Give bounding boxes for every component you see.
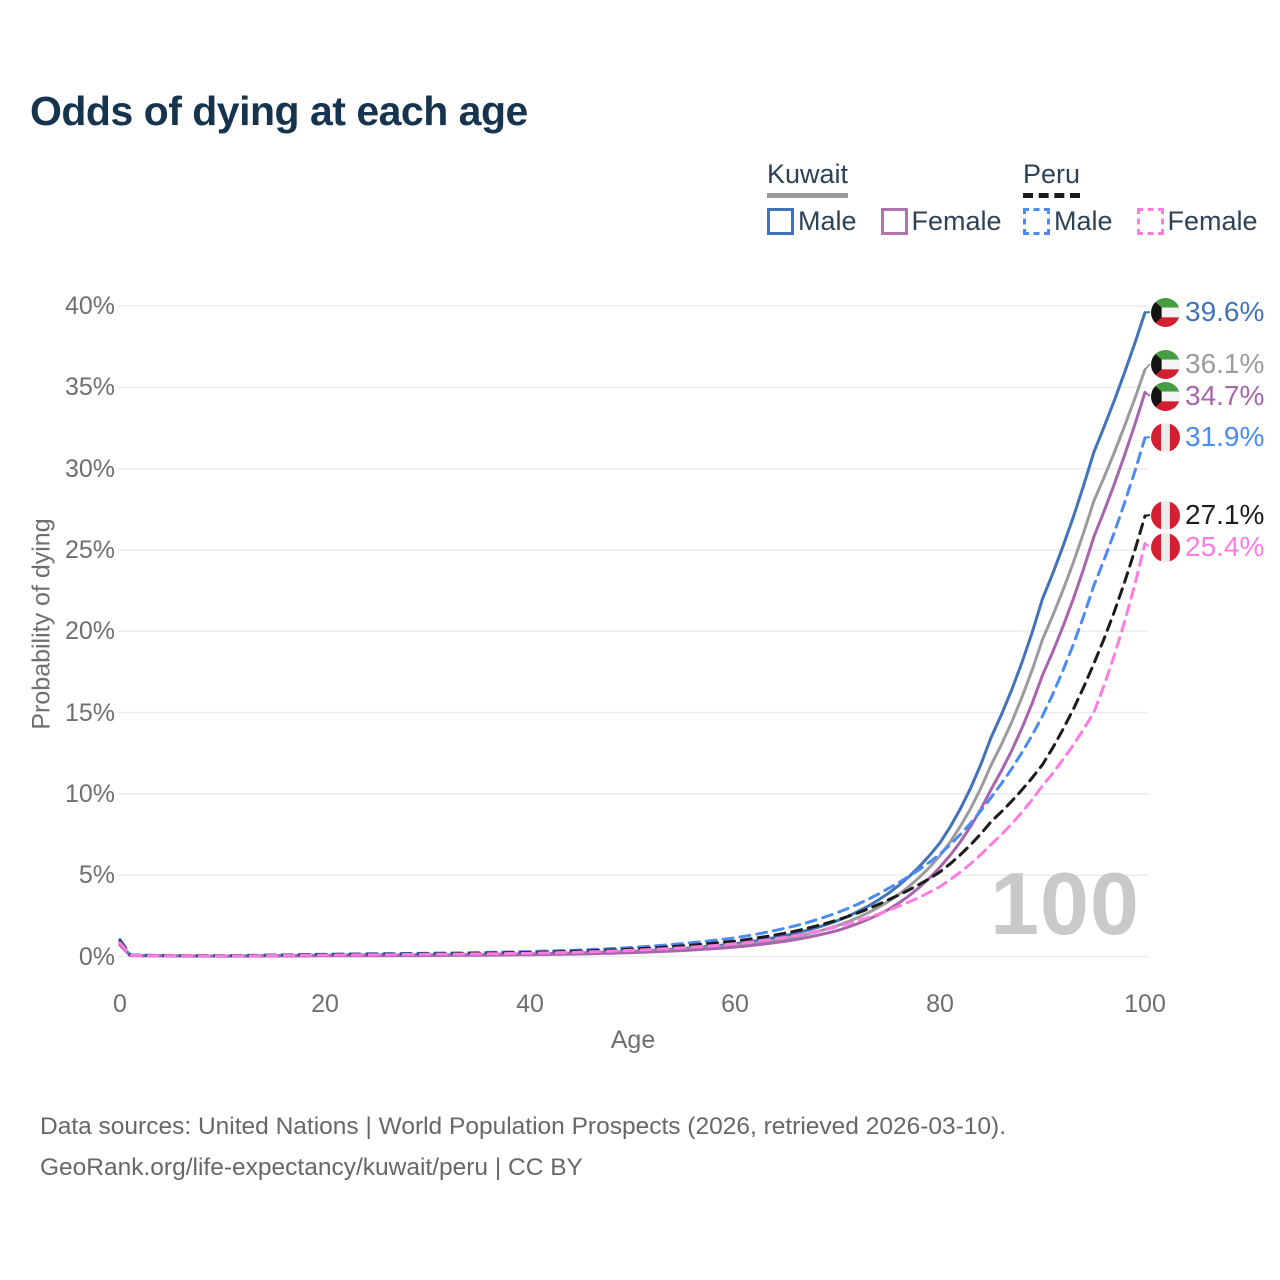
- y-tick-30: 30%: [64, 454, 115, 483]
- legend-group-kuwait: Kuwait Male Female: [767, 160, 1002, 235]
- end-label-peru-male: 31.9%: [1151, 421, 1265, 452]
- legend-country-peru[interactable]: Peru: [1023, 160, 1081, 198]
- peru-flag-icon: [1151, 500, 1180, 530]
- legend-country-kuwait[interactable]: Kuwait: [767, 160, 849, 198]
- end-label-leader: [1144, 391, 1151, 397]
- end-label-kuwait-both: 36.1%: [1151, 348, 1265, 379]
- peru-flag-icon: [1151, 532, 1180, 562]
- kuwait-flag-icon: [1151, 297, 1180, 327]
- footer-data-sources: Data sources: United Nations | World Pop…: [40, 1113, 1007, 1140]
- legend-toggle-peru-female[interactable]: Female: [1136, 206, 1258, 236]
- y-tick-15: 15%: [64, 698, 115, 727]
- x-tick-0: 0: [113, 990, 127, 1018]
- page-title: Odds of dying at each age: [30, 88, 528, 134]
- x-tick-80: 80: [926, 990, 954, 1018]
- end-label-leader: [1144, 542, 1151, 548]
- x-tick-40: 40: [516, 990, 544, 1018]
- end-label-kuwait-female: 34.7%: [1151, 380, 1265, 411]
- kuwait-flag-icon: [1151, 381, 1180, 411]
- legend-label: Male: [1054, 206, 1113, 236]
- y-tick-20: 20%: [64, 617, 115, 646]
- legend-checkbox-kuwait-female[interactable]: [880, 207, 908, 235]
- legend-toggle-kuwait-female[interactable]: Female: [880, 206, 1002, 236]
- legend-checkbox-kuwait-male[interactable]: [767, 207, 794, 235]
- legend-checkbox-peru-female[interactable]: [1136, 207, 1164, 235]
- legend-checkbox-peru-male[interactable]: [1023, 207, 1050, 235]
- end-label-leader: [1144, 311, 1151, 314]
- y-axis-title: Probability of dying: [27, 518, 56, 730]
- y-tick-5: 5%: [78, 861, 115, 890]
- end-label-peru-female: 25.4%: [1151, 531, 1265, 562]
- end-label-leader: [1144, 514, 1151, 517]
- y-tick-35: 35%: [64, 373, 115, 402]
- y-tick-10: 10%: [64, 779, 115, 808]
- x-tick-60: 60: [721, 990, 749, 1018]
- series-line-peru-female: [118, 542, 1147, 958]
- end-label-value: 36.1%: [1185, 348, 1265, 379]
- x-axis-title: Age: [610, 1026, 656, 1054]
- end-label-kuwait-male: 39.6%: [1151, 296, 1265, 327]
- hover-age-watermark: 100: [990, 854, 1140, 953]
- peru-flag-icon: [1151, 422, 1180, 452]
- end-label-peru-both: 27.1%: [1151, 499, 1265, 530]
- footer: Data sources: United Nations | World Pop…: [40, 1106, 1006, 1188]
- legend-label: Male: [798, 206, 857, 236]
- end-label-value: 39.6%: [1185, 296, 1265, 327]
- legend-toggle-peru-male[interactable]: Male: [1023, 207, 1113, 235]
- end-label-value: 25.4%: [1185, 531, 1265, 562]
- kuwait-flag-icon: [1151, 349, 1180, 379]
- legend-group-peru: Peru Male Female: [1023, 160, 1258, 235]
- footer-attribution: GeoRank.org/life-expectancy/kuwait/peru …: [40, 1154, 583, 1181]
- x-tick-100: 100: [1124, 990, 1166, 1018]
- y-tick-0: 0%: [78, 942, 115, 971]
- legend-label: Female: [911, 206, 1002, 236]
- end-label-value: 34.7%: [1185, 380, 1265, 411]
- end-label-value: 31.9%: [1185, 421, 1265, 452]
- legend-toggle-kuwait-male[interactable]: Male: [767, 207, 857, 235]
- legend-label: Female: [1167, 206, 1258, 236]
- y-tick-25: 25%: [64, 536, 115, 564]
- end-label-leader: [1144, 436, 1151, 439]
- y-tick-40: 40%: [64, 292, 115, 321]
- x-tick-20: 20: [311, 990, 339, 1018]
- end-label-leader: [1144, 363, 1151, 371]
- end-label-value: 27.1%: [1185, 499, 1265, 530]
